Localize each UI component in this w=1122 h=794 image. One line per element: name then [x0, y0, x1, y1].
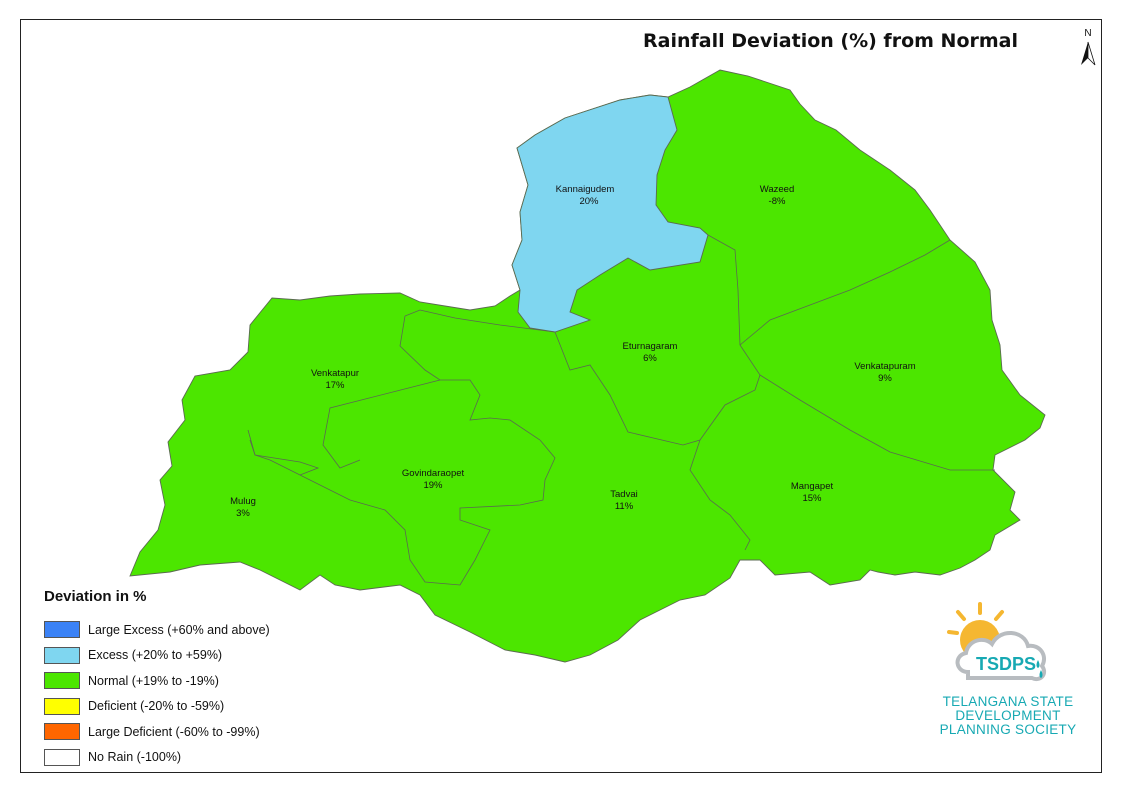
logo-line1: TELANGANA STATE: [942, 694, 1074, 709]
label-mangapet-value: 15%: [802, 493, 822, 504]
label-eturnagaram-value: 6%: [643, 353, 657, 364]
logo-line2: DEVELOPMENT: [955, 708, 1061, 723]
legend-item: No Rain (-100%): [44, 745, 270, 771]
mandal-boundaries: [247, 234, 995, 586]
tsdps-logo: TSDPS: [947, 602, 1047, 681]
label-mulug-value: 3%: [236, 508, 250, 519]
label-tadvai-name: Tadvai: [610, 489, 637, 500]
logo-text: TELANGANA STATE DEVELOPMENT PLANNING SOC…: [928, 695, 1088, 737]
map-frame: [20, 19, 1102, 773]
legend-label: Normal (+19% to -19%): [88, 673, 219, 688]
legend-swatch-deficient: [44, 697, 80, 715]
label-venkatapur-name: Venkatapur: [311, 368, 359, 379]
legend-label: Deficient (-20% to -59%): [88, 699, 225, 714]
label-mulug-name: Mulug: [230, 496, 256, 507]
label-mangapet-name: Mangapet: [791, 481, 834, 492]
legend-swatch-normal: [44, 672, 80, 690]
label-govindaraopet-name: Govindaraopet: [402, 468, 465, 479]
label-eturnagaram-name: Eturnagaram: [623, 341, 678, 352]
sun-icon: [947, 602, 1004, 635]
svg-text:N: N: [1084, 28, 1091, 39]
legend-swatch-excess: [44, 646, 80, 664]
map-title: Rainfall Deviation (%) from Normal: [643, 30, 1018, 52]
legend-swatch-large-deficient: [44, 723, 80, 741]
legend-item: Large Excess (+60% and above): [44, 617, 270, 643]
cloud-icon: [955, 631, 1047, 681]
legend-swatch-large-excess: [44, 621, 80, 639]
legend-item: Deficient (-20% to -59%): [44, 694, 270, 720]
legend-label: Large Excess (+60% and above): [88, 622, 270, 637]
legend-item: Normal (+19% to -19%): [44, 668, 270, 694]
label-kannaigudem-value: 20%: [579, 196, 599, 207]
label-venkatapuram-name: Venkatapuram: [854, 361, 915, 372]
kannaigudem-region: [511, 94, 709, 333]
legend-title: Deviation in %: [44, 588, 147, 605]
label-govindaraopet-value: 19%: [423, 480, 443, 491]
label-wazeed-name: Wazeed: [760, 184, 795, 195]
legend: Deviation in % Large Excess (+60% and ab…: [44, 588, 270, 770]
mandal-labels: Kannaigudem 20% Wazeed -8% Eturnagaram 6…: [230, 184, 916, 519]
logo-line3: PLANNING SOCIETY: [939, 722, 1077, 737]
label-tadvai-value: 11%: [615, 501, 634, 512]
legend-label: Excess (+20% to +59%): [88, 648, 223, 663]
svg-text:TSDPS: TSDPS: [976, 654, 1036, 674]
legend-item: Excess (+20% to +59%): [44, 643, 270, 669]
label-venkatapuram-value: 9%: [878, 373, 892, 384]
north-arrow-icon: N: [1081, 28, 1096, 66]
legend-item: Large Deficient (-60% to -99%): [44, 719, 270, 745]
legend-label: Large Deficient (-60% to -99%): [88, 724, 260, 739]
legend-swatch-no-rain: [44, 748, 80, 766]
label-kannaigudem-name: Kannaigudem: [556, 184, 615, 195]
label-wazeed-value: -8%: [769, 196, 786, 207]
legend-label: No Rain (-100%): [88, 750, 182, 765]
label-venkatapur-value: 17%: [325, 380, 345, 391]
